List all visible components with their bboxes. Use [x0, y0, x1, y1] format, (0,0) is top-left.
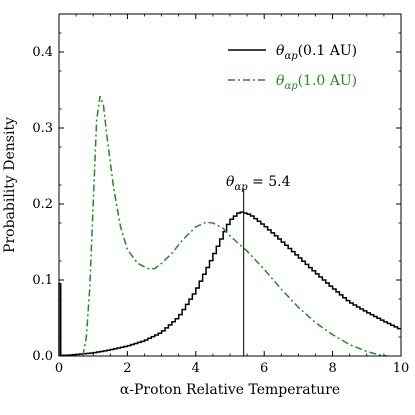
data-marks: [58, 95, 401, 357]
legend-label-1.0au: θαp(1.0 AU): [276, 73, 357, 92]
legend: θαp(0.1 AU) θαp(1.0 AU): [228, 43, 357, 92]
y-tick-label-2: 0.2: [32, 197, 53, 212]
x-tick-label-4: 8: [328, 361, 336, 376]
x-tick-label-3: 6: [260, 361, 268, 376]
x-tick-label-1: 2: [123, 361, 131, 376]
annotation-label: θαp = 5.4: [226, 174, 291, 193]
y-tick-label-4: 0.4: [32, 45, 53, 60]
ticks: 0 2 4 6 8 10 0.0 0.1 0.2 0.3 0.4: [32, 14, 409, 376]
series-line-1.0au: [82, 95, 388, 357]
y-tick-label-0: 0.0: [32, 349, 53, 364]
x-axis-label: α-Proton Relative Temperature: [120, 382, 340, 398]
y-tick-label-3: 0.3: [32, 121, 53, 136]
x-tick-label-5: 10: [393, 361, 410, 376]
x-tick-label-2: 4: [192, 361, 200, 376]
x-tick-label-0: 0: [55, 361, 63, 376]
y-tick-label-1: 0.1: [32, 273, 53, 288]
series-line-0.1au: [58, 211, 401, 356]
legend-label-0.1au: θαp(0.1 AU): [276, 43, 357, 62]
y-axis-label: Probability Density: [2, 117, 18, 253]
plot-frame: [58, 13, 402, 357]
